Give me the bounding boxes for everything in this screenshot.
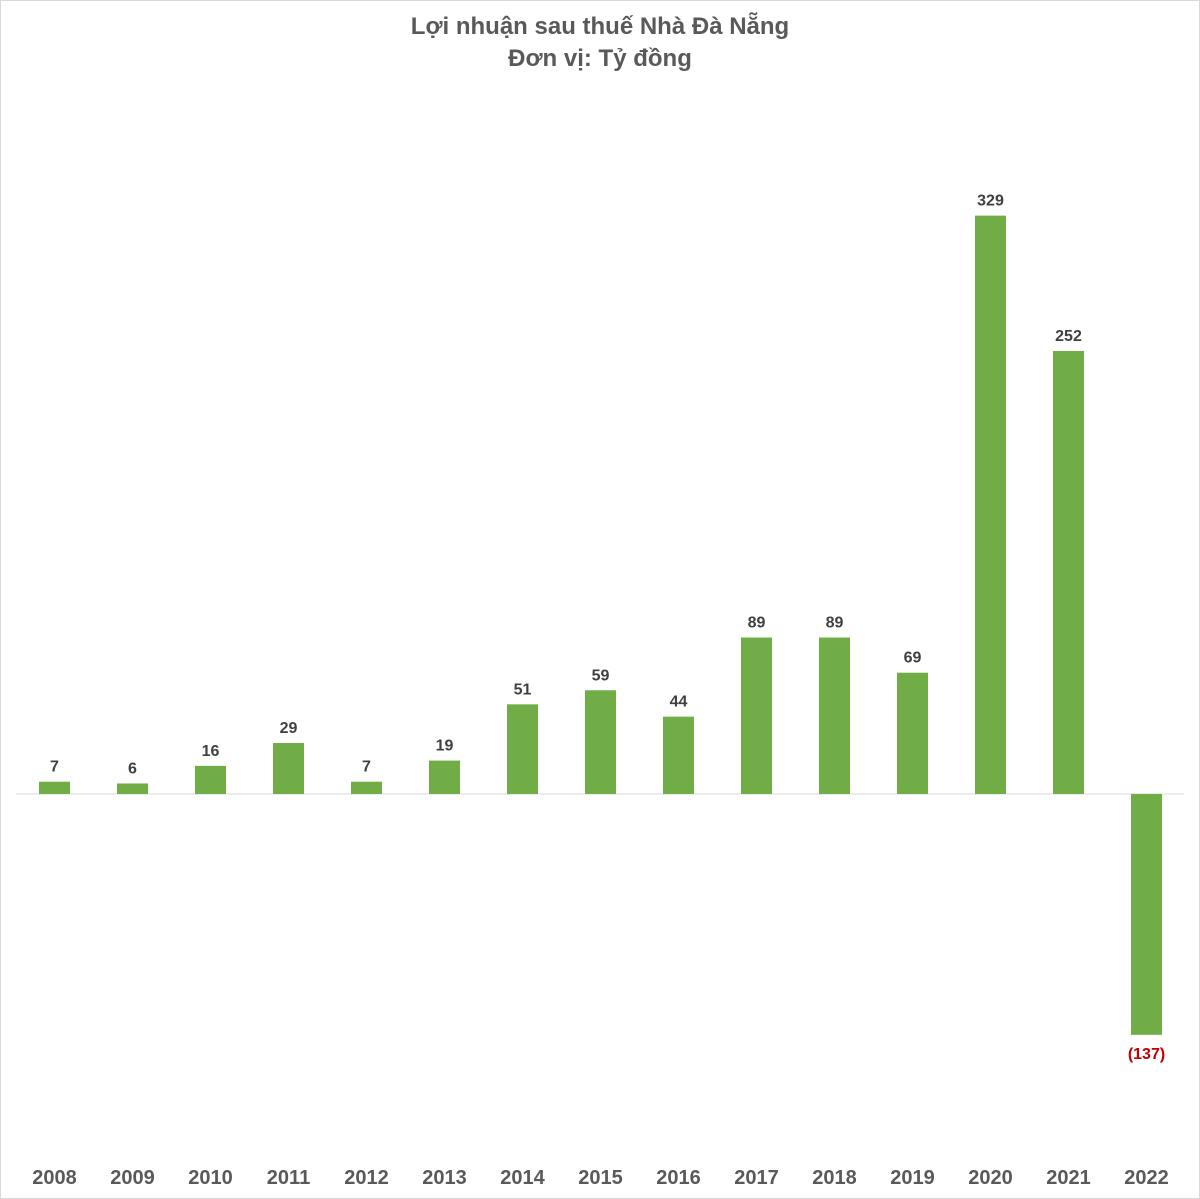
data-label-2020: 329: [977, 193, 1004, 210]
bar-2014: [507, 704, 538, 794]
bar-2012: [351, 781, 382, 794]
x-tick-label-2020: 2020: [968, 1167, 1013, 1189]
data-label-2017: 89: [748, 615, 766, 632]
x-tick-label-2009: 2009: [110, 1167, 155, 1189]
data-label-2022: (137): [1128, 1046, 1165, 1063]
bar-series: [39, 215, 1162, 1035]
chart-title: Lợi nhuận sau thuế Nhà Đà Nẵng: [410, 13, 790, 40]
x-tick-label-2014: 2014: [500, 1167, 545, 1189]
x-tick-label-2013: 2013: [422, 1167, 467, 1189]
data-label-2019: 69: [904, 650, 922, 667]
x-tick-label-2019: 2019: [890, 1167, 935, 1189]
bar-2021: [1053, 350, 1084, 794]
x-tick-label-2022: 2022: [1124, 1167, 1169, 1189]
data-label-2018: 89: [826, 615, 844, 632]
data-label-2021: 252: [1055, 328, 1082, 345]
x-tick-label-2017: 2017: [734, 1167, 779, 1189]
x-tick-label-2012: 2012: [344, 1167, 389, 1189]
bar-2022: [1131, 794, 1162, 1035]
data-label-2015: 59: [592, 667, 610, 684]
data-label-2013: 19: [436, 738, 454, 755]
data-label-2008: 7: [50, 759, 59, 776]
x-tick-label-2021: 2021: [1046, 1167, 1091, 1189]
x-tick-label-2010: 2010: [188, 1167, 233, 1189]
data-label-2014: 51: [514, 681, 532, 698]
x-tick-label-2008: 2008: [32, 1167, 77, 1189]
bar-2009: [117, 783, 148, 794]
x-tick-label-2011: 2011: [267, 1167, 310, 1189]
bar-2016: [663, 716, 694, 794]
data-label-2011: 29: [280, 720, 298, 737]
x-tick-label-2015: 2015: [578, 1167, 623, 1189]
data-labels: 7 6 16 29 7 19 51 59 44 89 89 69 329 252 (137): [50, 193, 1165, 1063]
bar-2011: [273, 743, 304, 794]
bar-2018: [819, 637, 850, 794]
data-label-2012: 7: [362, 759, 371, 776]
bar-2008: [39, 781, 70, 794]
bar-2017: [741, 637, 772, 794]
chart-subtitle: Đơn vị: Tỷ đồng: [508, 45, 692, 72]
bar-2010: [195, 765, 226, 794]
x-tick-label-2018: 2018: [812, 1167, 857, 1189]
data-label-2016: 44: [670, 694, 688, 711]
bar-2019: [897, 672, 928, 794]
data-label-2009: 6: [128, 760, 137, 777]
bar-2013: [429, 760, 460, 794]
data-label-2010: 16: [202, 743, 220, 760]
bar-2020: [975, 215, 1006, 795]
bar-2015: [585, 690, 616, 794]
x-tick-label-2016: 2016: [656, 1167, 701, 1189]
x-axis-tick-labels: 2008 2009 2010 2011 2012 2013 2014 2015 2016 2017…: [32, 1167, 1169, 1189]
